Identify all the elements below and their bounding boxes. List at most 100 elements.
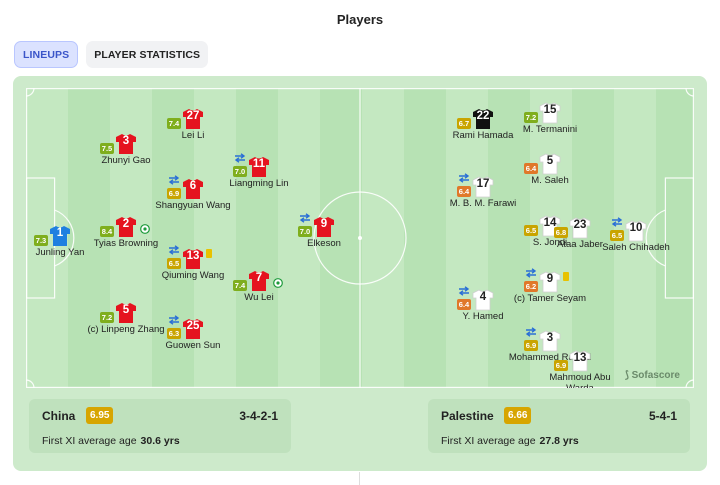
player-rating: 6.4 xyxy=(524,163,538,174)
away-player[interactable]: 4 6.4 Y. Hamed xyxy=(438,286,528,323)
player-name: Shangyuan Wang xyxy=(155,200,231,211)
substitution-icon xyxy=(525,327,537,337)
away-player[interactable]: 17 6.4 M. B. M. Farawi xyxy=(438,173,528,210)
shirt-icon xyxy=(50,226,70,246)
tab-lineups[interactable]: LINEUPS xyxy=(14,41,79,68)
shirt-number: 7 xyxy=(255,272,263,284)
shirt-icon xyxy=(183,179,203,199)
player-rating: 7.4 xyxy=(233,280,247,291)
player-shirt: 13 6.5 xyxy=(167,245,212,270)
player-rating: 7.4 xyxy=(167,118,181,129)
home-player[interactable]: 25 6.3 Guowen Sun xyxy=(148,315,238,352)
player-rating: 6.5 xyxy=(610,230,624,241)
player-shirt: 22 6.7 xyxy=(457,108,494,130)
player-rating: 6.4 xyxy=(457,299,471,310)
shirt-number: 13 xyxy=(573,352,587,364)
player-rating: 7.0 xyxy=(298,226,312,237)
away-team-summary: Palestine 6.66 5-4-1 First XI average ag… xyxy=(428,399,690,453)
player-shirt: 1 7.3 xyxy=(34,225,71,247)
shirt-number: 6 xyxy=(189,180,197,192)
home-player[interactable]: 27 7.4 Lei Li xyxy=(148,108,238,142)
sofascore-logo-icon: ⟆ xyxy=(624,370,632,381)
player-rating: 8.4 xyxy=(100,226,114,237)
yellow-card-icon xyxy=(563,272,569,281)
player-shirt: 2 8.4 xyxy=(100,216,150,238)
shirt-number: 27 xyxy=(186,110,200,122)
substitution-icon xyxy=(299,213,311,223)
player-name: Liangming Lin xyxy=(229,178,289,189)
home-player[interactable]: 6 6.9 Shangyuan Wang xyxy=(148,175,238,212)
shirt-number: 13 xyxy=(186,250,200,262)
away-player[interactable]: 9 6.2 (c) Tamer Seyam xyxy=(505,268,595,305)
substitution-icon xyxy=(168,245,180,255)
away-team-name: Palestine xyxy=(441,409,494,423)
player-shirt: 17 6.4 xyxy=(457,173,494,198)
player-rating: 6.9 xyxy=(554,360,568,371)
away-player[interactable]: 23 6.8 Ataa Jaber xyxy=(535,217,625,251)
player-name: Tyias Browning xyxy=(93,238,159,249)
shirt-icon xyxy=(539,271,561,293)
shirt-number: 22 xyxy=(476,110,490,122)
home-player[interactable]: 5 7.2 (c) Linpeng Zhang xyxy=(81,302,171,336)
shirt-number: 9 xyxy=(546,273,554,285)
substitution-icon xyxy=(458,286,470,296)
home-player[interactable]: 2 8.4 Tyias Browning xyxy=(81,216,171,250)
shirt-icon xyxy=(116,217,136,237)
player-name: Y. Hamed xyxy=(462,311,504,322)
tab-player-statistics[interactable]: PLAYER STATISTICS xyxy=(86,41,209,68)
away-player[interactable]: 15 7.2 M. Termanini xyxy=(505,102,595,136)
shirt-number: 17 xyxy=(476,178,490,190)
shirt-number: 1 xyxy=(56,227,64,239)
substitution-icon xyxy=(611,217,623,227)
away-player[interactable]: 10 6.5 Saleh Chihadeh xyxy=(591,217,681,254)
player-shirt: 5 6.4 xyxy=(524,153,561,175)
pitch: 1 7.3 Junling Yan 3 7.5 Zhunyi Gao 2 8.4 Tyias B… xyxy=(26,88,694,388)
away-team-rating: 6.66 xyxy=(504,407,532,424)
shirt-number: 11 xyxy=(252,158,266,170)
home-player[interactable]: 1 7.3 Junling Yan xyxy=(26,225,105,259)
shirt-icon xyxy=(539,102,561,124)
player-shirt: 3 7.5 xyxy=(100,133,137,155)
home-team-summary: China 6.95 3-4-2-1 First XI average age 3… xyxy=(29,399,291,453)
player-rating: 6.7 xyxy=(457,118,471,129)
player-name: Lei Li xyxy=(181,130,205,141)
away-average-age: First XI average age 27.8 yrs xyxy=(441,435,579,447)
away-player[interactable]: 13 6.9 Mahmoud Abu Warda xyxy=(535,350,625,388)
shirt-icon xyxy=(116,134,136,154)
goal-ball-icon xyxy=(140,224,150,234)
home-player[interactable]: 11 7.0 Liangming Lin xyxy=(214,153,304,190)
player-rating: 6.4 xyxy=(457,186,471,197)
shirt-icon xyxy=(473,109,493,129)
player-rating: 6.9 xyxy=(524,340,538,351)
home-player[interactable]: 9 7.0 Elkeson xyxy=(279,213,369,250)
away-formation: 5-4-1 xyxy=(648,409,677,423)
shirt-number: 2 xyxy=(122,218,130,230)
player-name: (c) Tamer Seyam xyxy=(513,293,587,304)
home-player[interactable]: 7 7.4 Wu Lei xyxy=(214,270,304,304)
away-player[interactable]: 3 6.9 Mohammed Rashid xyxy=(505,327,595,364)
player-name: Rami Hamada xyxy=(452,130,514,141)
player-rating: 6.9 xyxy=(167,188,181,199)
player-rating: 6.2 xyxy=(524,281,538,292)
away-player[interactable]: 22 6.7 Rami Hamada xyxy=(438,108,528,142)
tab-bar: LINEUPS PLAYER STATISTICS xyxy=(14,41,209,68)
home-player[interactable]: 3 7.5 Zhunyi Gao xyxy=(81,133,171,167)
shirt-number: 23 xyxy=(573,219,587,231)
shirt-number: 15 xyxy=(543,104,557,116)
substitution-icon xyxy=(234,153,246,163)
shirt-icon xyxy=(539,330,561,352)
player-name: Zhunyi Gao xyxy=(101,155,151,166)
player-rating: 6.5 xyxy=(524,225,538,236)
shirt-icon xyxy=(625,220,647,242)
player-name: Junling Yan xyxy=(35,247,85,258)
home-player[interactable]: 13 6.5 Qiuming Wang xyxy=(148,245,238,282)
shirt-icon xyxy=(183,109,203,129)
player-shirt: 9 7.0 xyxy=(298,213,335,238)
shirt-icon xyxy=(116,303,136,323)
away-player[interactable]: 5 6.4 M. Saleh xyxy=(505,153,595,187)
player-shirt: 4 6.4 xyxy=(457,286,494,311)
player-name: S. Jondi xyxy=(532,237,568,248)
player-name: Guowen Sun xyxy=(165,340,221,351)
player-name: Elkeson xyxy=(307,238,341,249)
shirt-number: 5 xyxy=(122,304,130,316)
